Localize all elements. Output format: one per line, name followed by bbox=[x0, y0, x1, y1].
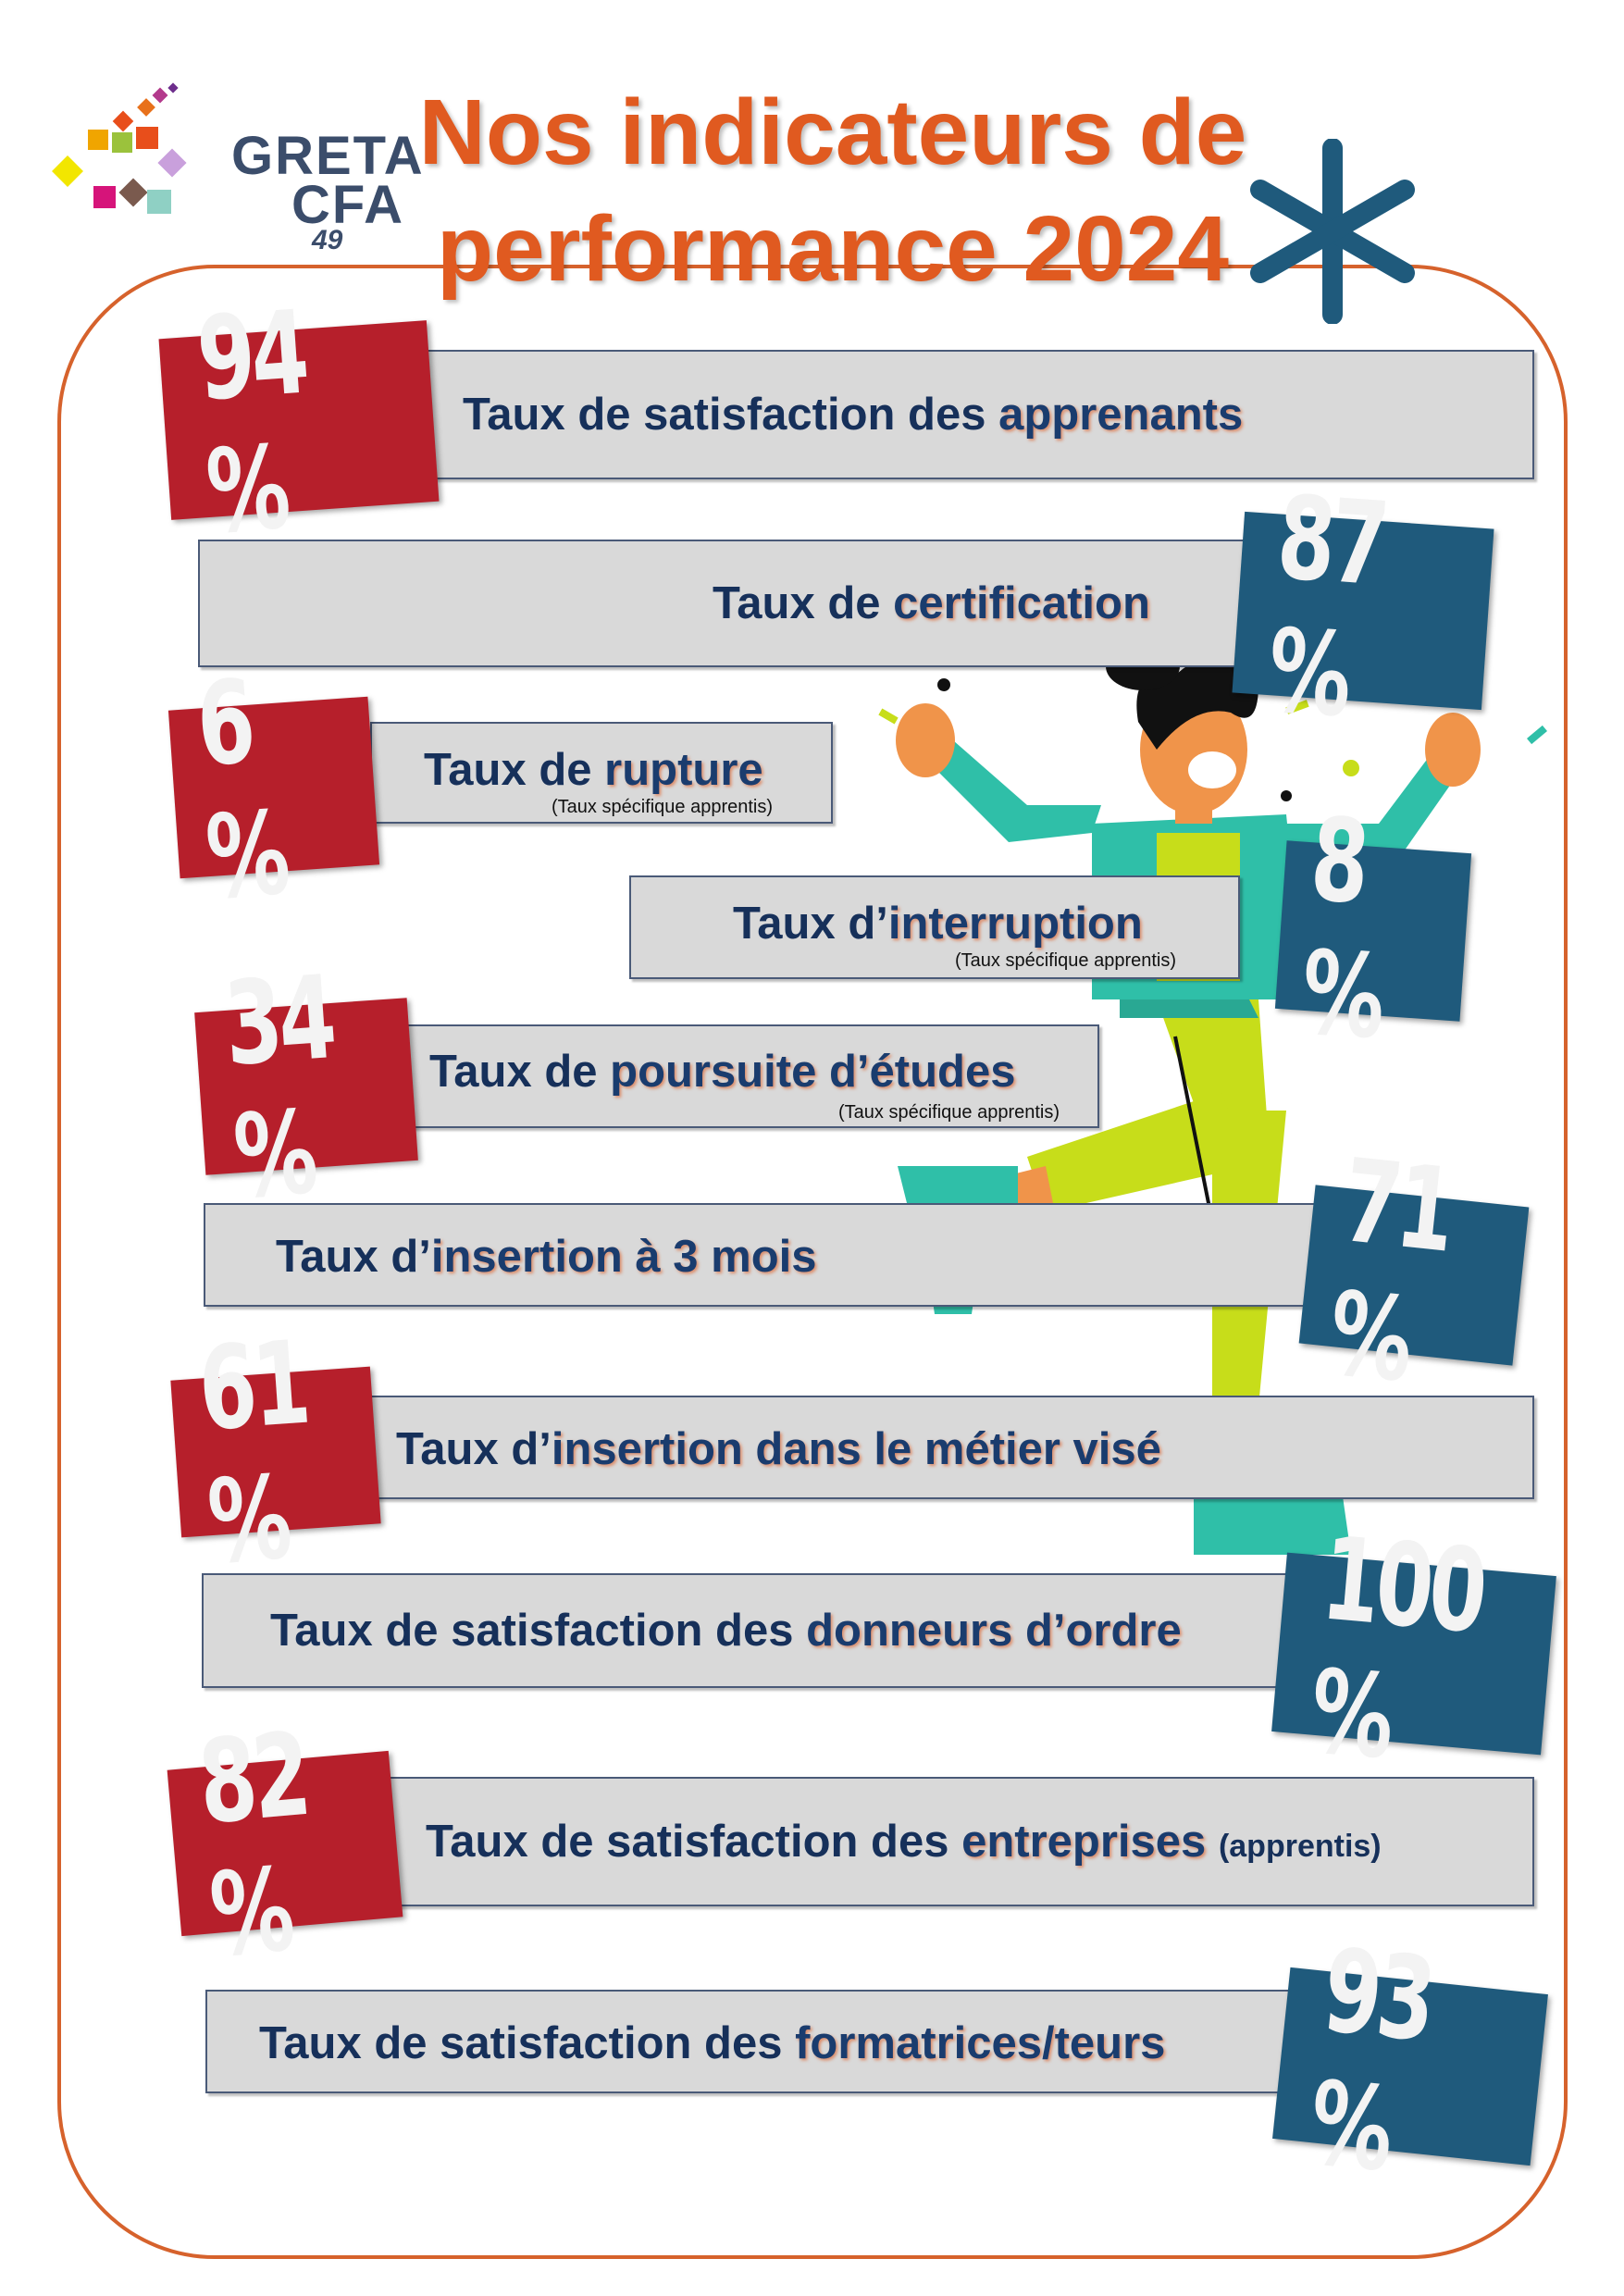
page-title: Nos indicateurs de performance 2024 bbox=[398, 74, 1268, 307]
indicator-label-apprenants: Taux de satisfaction des apprenants bbox=[463, 390, 1244, 440]
indicator-value-badge: 94 % bbox=[158, 287, 440, 560]
indicator-note-rupture: (Taux spécifique apprentis) bbox=[552, 797, 774, 817]
indicator-bar-insertion-metier bbox=[370, 1396, 1534, 1499]
logo-text-cfa: CFA bbox=[291, 175, 404, 235]
indicator-note-interruption: (Taux spécifique apprentis) bbox=[955, 950, 1177, 971]
indicator-value-badge: 8 % bbox=[1274, 793, 1472, 1065]
indicator-value: 94 % bbox=[192, 286, 310, 560]
indicator-value: 8 % bbox=[1297, 793, 1386, 1065]
indicator-value: 87 % bbox=[1263, 471, 1390, 743]
greta-cfa-logo: GRETA CFA 49 bbox=[51, 79, 423, 264]
indicator-value-badge: 93 % bbox=[1272, 1924, 1548, 2198]
title-line-2: performance 2024 bbox=[436, 197, 1229, 301]
indicator-highlight: insertion à 3 mois bbox=[430, 1232, 817, 1282]
indicator-value-badge: 61 % bbox=[170, 1317, 381, 1590]
indicator-suffix: (apprentis) bbox=[1218, 1829, 1382, 1864]
indicator-value: 71 % bbox=[1322, 1135, 1457, 1409]
indicator-value-badge: 87 % bbox=[1232, 472, 1494, 743]
indicator-highlight: donneurs d’ordre bbox=[806, 1606, 1182, 1656]
indicator-label-poursuite: Taux de poursuite d’études bbox=[429, 1047, 1016, 1097]
logo-mosaic-icon bbox=[52, 82, 187, 214]
indicator-bar-insertion-3-mois bbox=[204, 1203, 1331, 1307]
indicator-label-formateurs: Taux de satisfaction des formatrices/teu… bbox=[259, 2018, 1166, 2068]
indicator-bar-donneurs bbox=[202, 1573, 1295, 1688]
indicator-bar-rupture bbox=[370, 722, 833, 824]
logo-text-greta: GRETA bbox=[231, 126, 425, 186]
indicator-bar-poursuite bbox=[389, 1024, 1099, 1128]
title-line-1: Nos indicateurs de bbox=[418, 81, 1247, 184]
indicator-value: 61 % bbox=[194, 1316, 311, 1591]
indicator-bar-apprenants bbox=[370, 350, 1534, 479]
indicator-highlight: entreprises bbox=[961, 1817, 1207, 1867]
indicator-bar-formateurs bbox=[205, 1990, 1295, 2093]
indicator-highlight: certification bbox=[893, 578, 1150, 628]
indicator-value: 6 % bbox=[192, 655, 291, 926]
indicator-value-badge: 34 % bbox=[194, 951, 418, 1224]
indicator-value-badge: 71 % bbox=[1298, 1135, 1530, 1408]
indicator-label-donneurs: Taux de satisfaction des donneurs d’ordr… bbox=[270, 1606, 1182, 1656]
indicator-value: 82 % bbox=[193, 1708, 313, 1983]
indicator-value-badge: 6 % bbox=[167, 656, 380, 925]
indicator-value: 93 % bbox=[1303, 1924, 1438, 2198]
indicator-value-badge: 100 % bbox=[1271, 1512, 1556, 1785]
indicator-value-badge: 82 % bbox=[167, 1708, 403, 1983]
indicator-value: 34 % bbox=[220, 951, 337, 1225]
logo-text-49: 49 bbox=[312, 225, 343, 255]
indicator-label-entreprises: Taux de satisfaction des entreprises (ap… bbox=[426, 1817, 1382, 1867]
indicator-highlight: insertion dans le métier visé bbox=[551, 1424, 1161, 1474]
indicator-bar-certification bbox=[198, 540, 1262, 667]
indicator-highlight: apprenants bbox=[998, 390, 1244, 440]
asterisk-icon bbox=[1250, 139, 1415, 324]
indicator-value: 100 % bbox=[1305, 1512, 1489, 1785]
indicator-note-poursuite: (Taux spécifique apprentis) bbox=[838, 1102, 1060, 1123]
indicator-label-insertion-3-mois: Taux d’insertion à 3 mois bbox=[276, 1232, 817, 1282]
indicator-highlight: rupture bbox=[604, 745, 763, 795]
indicator-label-certification: Taux de certification bbox=[713, 578, 1150, 628]
indicator-label-insertion-metier: Taux d’insertion dans le métier visé bbox=[396, 1424, 1161, 1474]
indicator-label-rupture: Taux de rupture bbox=[424, 745, 763, 795]
indicator-highlight: formatrices/teurs bbox=[795, 2018, 1166, 2068]
rounded-frame bbox=[57, 265, 1568, 2259]
indicator-bar-entreprises bbox=[389, 1777, 1534, 1906]
indicator-label-interruption: Taux d’interruption bbox=[733, 899, 1143, 949]
indicator-highlight: poursuite d’études bbox=[610, 1047, 1016, 1097]
indicator-bar-interruption bbox=[629, 875, 1240, 979]
indicator-highlight: interruption bbox=[887, 899, 1143, 949]
